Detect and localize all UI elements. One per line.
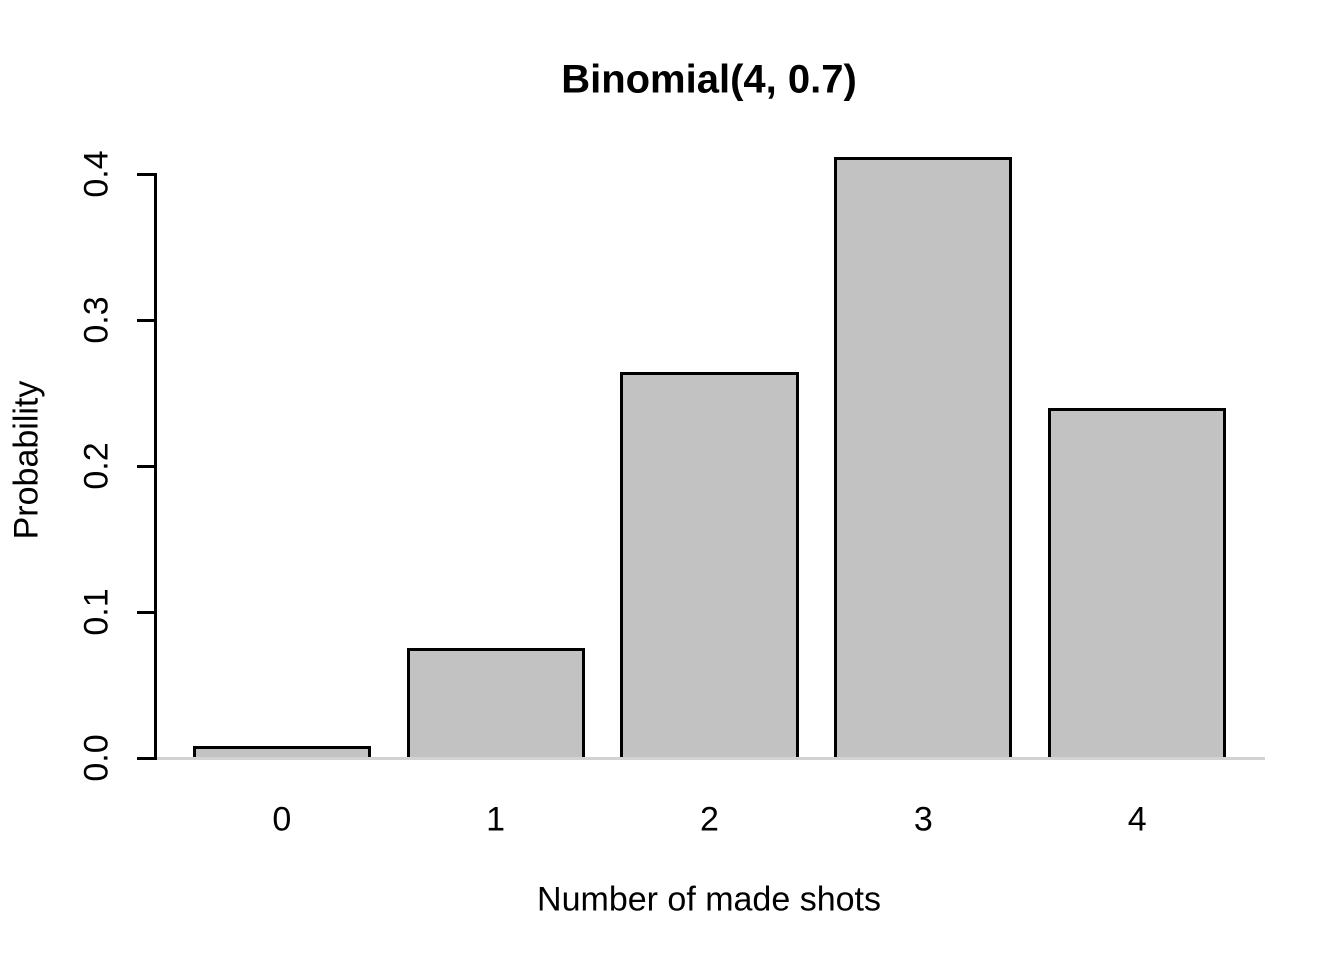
bar-2 [620, 371, 799, 758]
bar-3 [834, 157, 1013, 758]
y-axis-tick-label: 0.3 [77, 296, 116, 344]
y-axis-tick [137, 465, 157, 468]
y-axis-tick [137, 757, 157, 760]
y-axis-tick-label: 0.2 [77, 442, 116, 490]
chart-title: Binomial(4, 0.7) [561, 57, 857, 102]
x-axis-tick-label: 3 [913, 800, 933, 839]
x-axis-tick-label: 2 [700, 800, 719, 839]
x-axis-tick-label: 4 [1127, 800, 1147, 839]
y-axis-title: Probability [7, 380, 46, 540]
x-axis-tick-label: 1 [486, 800, 506, 839]
y-axis-tick-label: 0.1 [77, 588, 116, 636]
bar-4 [1048, 407, 1227, 758]
y-axis-tick-label: 0.4 [77, 150, 116, 198]
x-baseline [157, 757, 1265, 760]
y-axis-tick [137, 319, 157, 322]
y-axis-tick-label: 0.0 [77, 734, 116, 782]
x-axis-title: Number of made shots [537, 880, 881, 919]
bar-0 [192, 746, 371, 758]
bar-1 [406, 647, 585, 758]
x-axis-tick-label: 0 [272, 800, 292, 839]
y-axis-tick [137, 173, 157, 176]
y-axis-tick [137, 611, 157, 614]
